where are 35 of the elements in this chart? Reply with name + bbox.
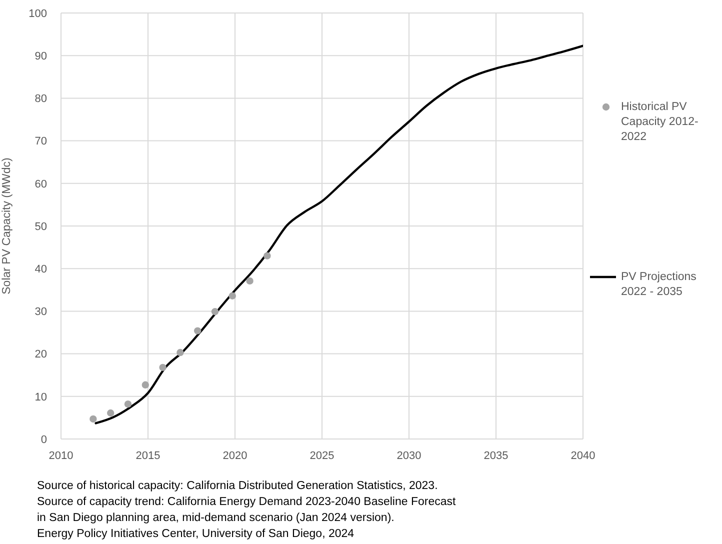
- x-tick-label: 2020: [222, 450, 248, 462]
- x-tick-label: 2010: [48, 450, 74, 462]
- point: [264, 252, 271, 260]
- legend-label: PV Projections 2022 - 2035: [621, 270, 698, 300]
- x-tick-label: 2040: [570, 450, 596, 462]
- y-tick-label: 90: [34, 50, 47, 63]
- x-tick-label: 2015: [136, 450, 160, 462]
- point: [159, 364, 166, 372]
- point: [90, 415, 97, 423]
- point: [211, 308, 219, 316]
- point: [246, 277, 254, 285]
- y-tick-label: 100: [28, 8, 47, 20]
- y-tick-label: 50: [34, 220, 47, 233]
- point: [106, 409, 114, 417]
- text: Energy Policy Initiatives Center, University of San Diego, 2024: [37, 527, 356, 542]
- y-tick-label: 40: [34, 264, 47, 276]
- x-tick-label: 2030: [396, 450, 422, 462]
- point: [228, 292, 236, 300]
- point: [176, 348, 184, 356]
- source-note: Source of historical capacity: California Distributed Generation Statistics, 2023.: [37, 479, 439, 494]
- point: [124, 400, 132, 408]
- source-note: Source of capacity trend: California Energy Demand 2023-2040 Baseline Forecast in San Diego planning area, mid-demand scenario (Jan 2024 version).: [37, 495, 457, 526]
- y-tick-label: 60: [34, 178, 47, 190]
- y-tick-label: 80: [34, 93, 47, 106]
- y-axis-title: Solar PV Capacity (MWdc): [1, 157, 14, 294]
- legend-label: Historical PV Capacity 2012-2022: [621, 100, 700, 145]
- y-tick-label: 20: [34, 348, 47, 361]
- x-tick-label: 2035: [484, 450, 508, 462]
- point: [142, 381, 149, 388]
- y-tick-label: 0: [40, 434, 47, 446]
- x-tick-label: 2025: [310, 450, 334, 462]
- point: [194, 327, 202, 334]
- y-tick-label: 30: [34, 306, 47, 318]
- y-tick-label: 70: [34, 136, 47, 148]
- y-tick-label: 10: [34, 391, 47, 404]
